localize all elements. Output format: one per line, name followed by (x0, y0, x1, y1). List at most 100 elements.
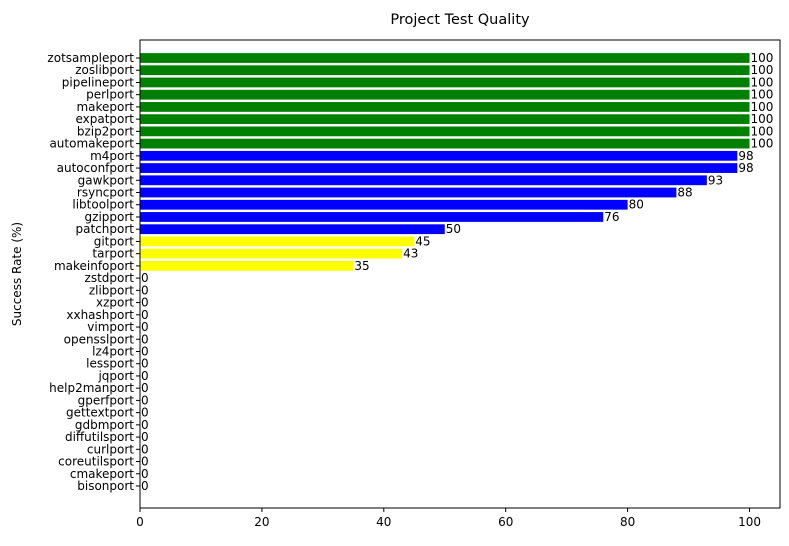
data-label-bzip2port: 100 (751, 124, 774, 138)
plot-frame (139, 39, 781, 509)
bar-zotsampleport (140, 53, 750, 63)
data-label-expatport: 100 (751, 112, 774, 126)
data-label-gawkport: 93 (708, 173, 723, 187)
bar-zoslibport (140, 65, 750, 76)
data-label-gdbmport: 0 (141, 418, 149, 432)
data-label-zotsampleport: 100 (751, 51, 774, 65)
category-label-automakeport: automakeport (49, 137, 134, 151)
bar-m4port (140, 150, 738, 161)
bar-bzip2port (140, 126, 750, 137)
category-label-gdbmport: gdbmport (75, 418, 134, 432)
data-label-makeport: 100 (751, 100, 774, 114)
category-label-diffutilsport: diffutilsport (65, 430, 134, 444)
data-label-perlport: 100 (751, 88, 774, 102)
category-label-gperfport: gperfport (78, 393, 135, 407)
category-label-opensslport: opensslport (64, 332, 135, 346)
data-label-jqport: 0 (141, 369, 149, 383)
data-label-zstdport: 0 (141, 271, 149, 285)
bar-autoconfport (140, 163, 738, 173)
data-label-makeinfoport: 35 (354, 259, 369, 273)
category-label-expatport: expatport (75, 112, 134, 126)
category-label-m4port: m4port (90, 149, 134, 163)
data-label-coreutilsport: 0 (141, 455, 149, 469)
bar-makeport (140, 102, 750, 112)
category-label-libtoolport: libtoolport (72, 198, 134, 212)
category-label-gawkport: gawkport (78, 173, 135, 187)
bar-perlport (140, 89, 750, 100)
category-label-zlibport: zlibport (89, 283, 134, 297)
category-label-curlport: curlport (87, 442, 134, 456)
category-label-makeport: makeport (76, 100, 134, 114)
data-label-help2manport: 0 (141, 381, 149, 395)
data-label-lessport: 0 (141, 357, 149, 371)
data-label-automakeport: 100 (751, 137, 774, 151)
x-tick-label-100: 100 (738, 515, 761, 529)
category-label-pipelineport: pipelineport (62, 75, 135, 89)
data-label-gitport: 45 (415, 234, 430, 248)
category-label-zotsampleport: zotsampleport (47, 51, 134, 65)
bar-tarport (140, 248, 403, 259)
x-tick-label-60: 60 (498, 515, 513, 529)
data-labels: 1001001001001001001001009898938880765045… (141, 51, 773, 493)
data-label-zoslibport: 100 (751, 63, 774, 77)
category-label-xxhashport: xxhashport (66, 308, 134, 322)
category-label-cmakeport: cmakeport (70, 467, 134, 481)
data-label-m4port: 98 (738, 149, 753, 163)
data-label-xzport: 0 (141, 296, 149, 310)
category-label-gitport: gitport (94, 234, 135, 248)
category-label-makeinfoport: makeinfoport (54, 259, 134, 273)
data-label-libtoolport: 80 (629, 198, 644, 212)
bar-automakeport (140, 138, 750, 149)
category-label-lz4port: lz4port (92, 344, 134, 358)
bar-patchport (140, 224, 445, 235)
x-axis-ticks: 0 20 40 60 80 100 (136, 508, 761, 529)
x-tick-label-0: 0 (136, 515, 144, 529)
data-label-cmakeport: 0 (141, 467, 149, 481)
data-label-xxhashport: 0 (141, 308, 149, 322)
data-label-gzipport: 76 (604, 210, 619, 224)
x-tick-label-20: 20 (254, 515, 269, 529)
bars-group (140, 53, 750, 271)
category-label-bisonport: bisonport (77, 479, 134, 493)
data-label-gettextport: 0 (141, 406, 149, 420)
x-tick-label-40: 40 (376, 515, 391, 529)
category-label-zoslibport: zoslibport (75, 63, 134, 77)
category-label-coreutilsport: coreutilsport (58, 455, 134, 469)
category-label-bzip2port: bzip2port (77, 124, 134, 138)
chart-title: Project Test Quality (390, 12, 530, 28)
category-labels: zotsampleportzoslibportpipelineportperlp… (47, 51, 140, 493)
data-label-gperfport: 0 (141, 393, 149, 407)
category-label-patchport: patchport (76, 222, 135, 236)
data-label-diffutilsport: 0 (141, 430, 149, 444)
category-label-vimport: vimport (87, 320, 134, 334)
category-label-gzipport: gzipport (85, 210, 135, 224)
data-label-patchport: 50 (446, 222, 461, 236)
data-label-curlport: 0 (141, 442, 149, 456)
data-label-tarport: 43 (403, 247, 418, 261)
bar-rsyncport (140, 187, 677, 198)
data-label-pipelineport: 100 (751, 75, 774, 89)
data-label-zlibport: 0 (141, 283, 149, 297)
bar-libtoolport (140, 199, 628, 210)
category-label-xzport: xzport (96, 296, 134, 310)
category-label-autoconfport: autoconfport (57, 161, 135, 175)
category-label-tarport: tarport (92, 247, 134, 261)
data-label-autoconfport: 98 (738, 161, 753, 175)
bar-pipelineport (140, 77, 750, 88)
data-label-rsyncport: 88 (677, 186, 692, 200)
category-label-gettextport: gettextport (66, 406, 134, 420)
bar-expatport (140, 114, 750, 125)
bar-gawkport (140, 175, 707, 186)
data-label-vimport: 0 (141, 320, 149, 334)
bar-gzipport (140, 212, 604, 222)
category-label-zstdport: zstdport (85, 271, 135, 285)
category-label-rsyncport: rsyncport (77, 186, 134, 200)
y-axis-label: Success Rate (%) (10, 222, 24, 326)
category-label-jqport: jqport (97, 369, 134, 383)
data-label-lz4port: 0 (141, 344, 149, 358)
bar-makeinfoport (140, 260, 354, 271)
x-tick-label-80: 80 (620, 515, 635, 529)
data-label-opensslport: 0 (141, 332, 149, 346)
category-label-help2manport: help2manport (49, 381, 134, 395)
